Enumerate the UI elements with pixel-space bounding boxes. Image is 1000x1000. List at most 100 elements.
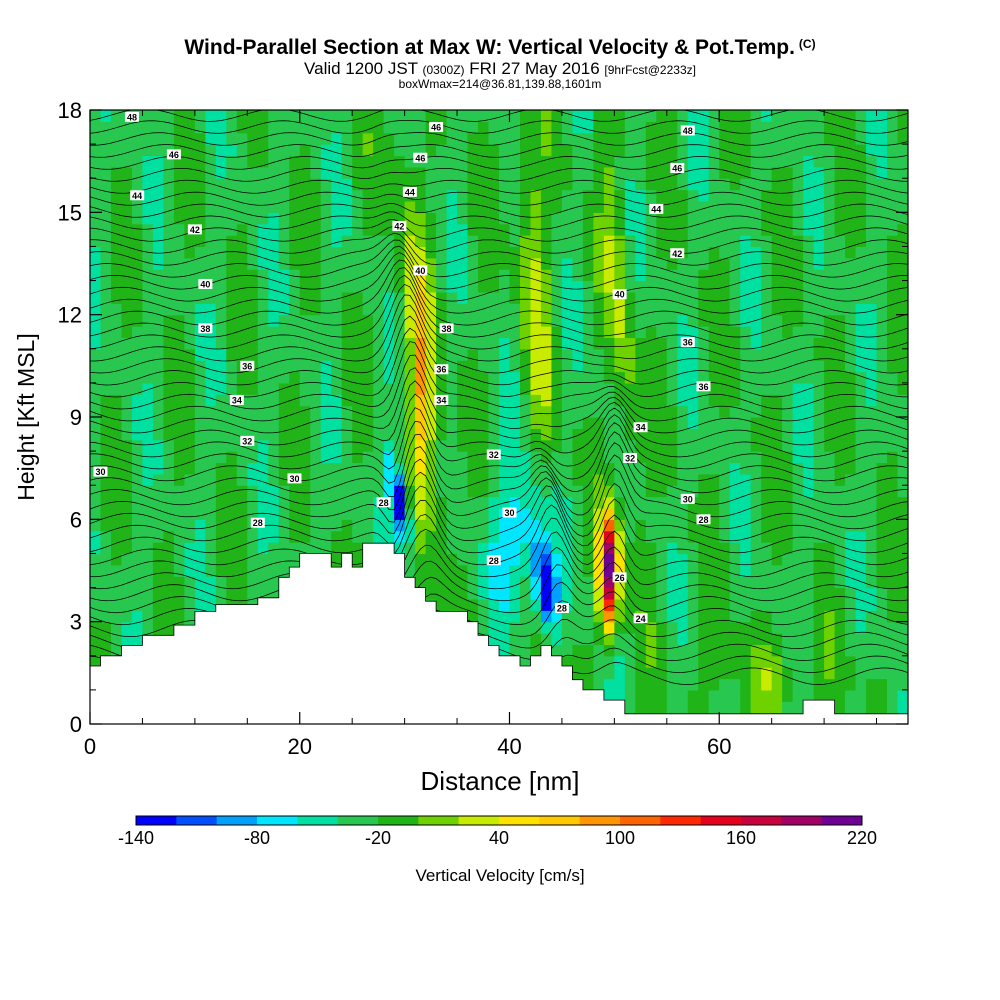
field-cell — [782, 678, 794, 691]
field-cell — [194, 166, 206, 179]
field-cell — [729, 405, 741, 418]
field-cell — [268, 189, 280, 202]
field-cell — [782, 473, 794, 486]
field-cell — [582, 553, 594, 566]
field-cell — [782, 667, 794, 680]
field-cell — [635, 678, 647, 691]
field-cell — [572, 110, 584, 122]
field-cell — [813, 553, 825, 566]
field-cell — [519, 439, 532, 452]
field-cell — [163, 223, 175, 236]
field-cell — [645, 519, 657, 532]
field-cell — [215, 473, 227, 486]
field-cell — [803, 553, 815, 566]
field-cell — [268, 314, 280, 327]
field-cell — [824, 519, 836, 532]
field-cell — [404, 235, 416, 248]
contour-label: 28 — [698, 515, 708, 525]
field-cell — [352, 360, 364, 373]
field-cell — [425, 166, 437, 179]
field-cell — [373, 303, 385, 316]
field-cell — [415, 326, 427, 339]
field-cell — [750, 621, 762, 634]
contour-label-box — [696, 381, 711, 392]
field-cell — [845, 110, 857, 122]
field-cell — [341, 280, 353, 293]
field-cell — [268, 507, 280, 520]
field-cell — [708, 132, 720, 145]
field-cell — [687, 166, 699, 179]
field-cell — [750, 462, 762, 475]
field-cell — [247, 451, 259, 464]
field-cell — [824, 667, 836, 680]
field-cell — [90, 155, 102, 168]
field-cell — [708, 417, 720, 429]
field-cell — [373, 257, 385, 270]
field-cell — [163, 166, 175, 179]
field-cell — [320, 530, 332, 543]
field-cell — [163, 155, 175, 168]
field-cell — [268, 303, 280, 316]
field-cell — [876, 530, 888, 543]
field-cell — [289, 405, 301, 418]
field-cell — [540, 394, 553, 407]
field-cell — [373, 144, 385, 157]
field-cell — [708, 507, 720, 520]
field-cell — [362, 280, 374, 293]
field-cell — [614, 155, 626, 168]
field-cell — [803, 417, 815, 429]
field-cell — [310, 360, 322, 373]
field-cell — [551, 473, 563, 486]
field-cell — [467, 507, 479, 520]
field-cell — [467, 405, 479, 418]
field-cell — [740, 473, 752, 486]
field-cell — [876, 496, 888, 509]
field-cell — [687, 371, 699, 384]
field-cell — [834, 655, 846, 668]
field-cell — [446, 257, 458, 270]
field-cell — [519, 235, 532, 248]
field-cell — [666, 451, 678, 464]
field-cell — [593, 235, 605, 248]
field-cell — [887, 587, 899, 600]
field-cell — [719, 405, 731, 418]
field-cell — [824, 269, 836, 282]
field-cell — [383, 144, 395, 157]
field-cell — [289, 553, 301, 566]
field-cell — [845, 598, 857, 611]
field-cell — [499, 121, 511, 134]
field-cell — [499, 223, 511, 236]
field-cell — [666, 644, 678, 657]
field-cell — [719, 576, 731, 589]
field-cell — [268, 417, 280, 429]
field-cell — [887, 246, 899, 259]
field-cell — [645, 689, 657, 702]
field-cell — [373, 473, 385, 486]
field-cell — [131, 166, 144, 179]
field-cell — [572, 462, 584, 475]
field-cell — [782, 530, 794, 543]
field-cell — [687, 200, 699, 213]
field-cell — [582, 496, 594, 509]
field-cell — [268, 428, 280, 441]
field-cell — [729, 394, 741, 407]
field-cell — [142, 473, 154, 486]
field-cell — [100, 382, 112, 395]
field-cell — [845, 621, 857, 634]
field-cell — [666, 678, 678, 691]
field-cell — [824, 155, 836, 168]
field-cell — [792, 178, 804, 191]
field-cell — [499, 144, 511, 157]
field-cell — [719, 428, 731, 441]
field-cell — [278, 485, 290, 498]
contour-label: 44 — [651, 204, 661, 214]
field-cell — [341, 462, 353, 475]
field-cell — [845, 337, 857, 350]
field-cell — [866, 473, 878, 486]
field-cell — [677, 348, 689, 361]
field-cell — [131, 360, 144, 373]
colorbar-swatch — [216, 816, 258, 825]
field-cell — [761, 701, 773, 714]
field-cell — [687, 178, 699, 191]
field-cell — [90, 598, 102, 611]
